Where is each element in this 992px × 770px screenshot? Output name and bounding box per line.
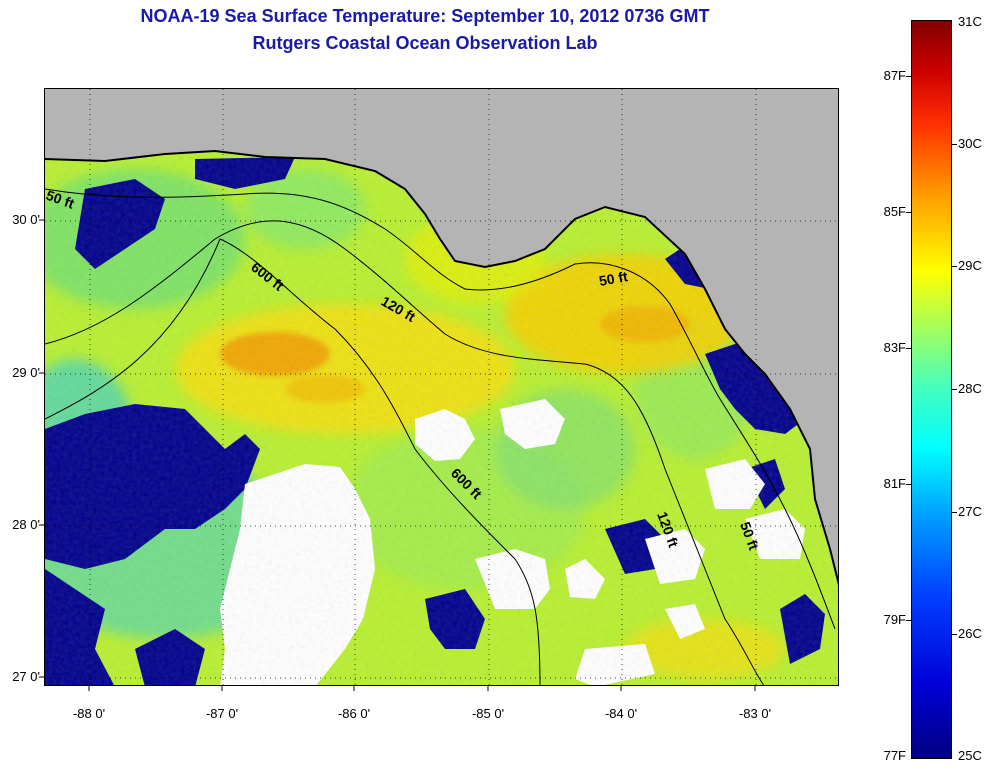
colorbar-tick [906, 212, 911, 213]
contour-600ft [45, 238, 541, 685]
colorbar-fahrenheit-label: 87F [883, 68, 906, 83]
colorbar-tick [952, 266, 957, 267]
chart-subtitle: Rutgers Coastal Ocean Observation Lab [252, 33, 598, 53]
colorbar-celsius-label: 26C [958, 626, 982, 641]
colorbar-tick [906, 484, 911, 485]
colorbar-celsius-label: 27C [958, 504, 982, 519]
colorbar-tick [906, 620, 911, 621]
colorbar-celsius-label: 25C [958, 748, 982, 763]
colorbar-celsius-label: 29C [958, 258, 982, 273]
coastline [45, 149, 838, 586]
longitude-label: -86 0' [337, 706, 371, 721]
latitude-label: 28 0' [12, 517, 40, 532]
temperature-colorbar [911, 20, 952, 759]
latitude-label: 27 0' [12, 669, 40, 684]
colorbar-fahrenheit-label: 83F [883, 340, 906, 355]
colorbar-tick [906, 348, 911, 349]
colorbar-fahrenheit-label: 77F [883, 748, 906, 763]
sst-map: 50 ft 600 ft 120 ft 50 ft 600 ft 120 ft … [44, 88, 839, 686]
colorbar-fahrenheit-label: 81F [883, 476, 906, 491]
colorbar-celsius-label: 28C [958, 381, 982, 396]
colorbar-fahrenheit-label: 79F [883, 612, 906, 627]
longitude-label: -88 0' [72, 706, 106, 721]
colorbar-tick [952, 389, 957, 390]
chart-title: NOAA-19 Sea Surface Temperature: Septemb… [140, 6, 710, 26]
latitude-label: 29 0' [12, 365, 40, 380]
colorbar-celsius-label: 31C [958, 14, 982, 29]
colorbar-tick [952, 512, 957, 513]
longitude-label: -84 0' [604, 706, 638, 721]
longitude-label: -87 0' [205, 706, 239, 721]
longitude-label: -85 0' [471, 706, 505, 721]
colorbar-tick [952, 634, 957, 635]
contour-50ft [45, 188, 836, 630]
latitude-label: 30 0' [12, 212, 40, 227]
sst-map-svg: 50 ft 600 ft 120 ft 50 ft 600 ft 120 ft … [45, 89, 838, 685]
colorbar-tick [952, 144, 957, 145]
colorbar-tick [906, 76, 911, 77]
contour-120ft [45, 220, 765, 685]
colorbar-fahrenheit-label: 85F [883, 204, 906, 219]
contour-label: 50 ft [598, 268, 629, 289]
isobath-contours [45, 188, 836, 685]
colorbar-celsius-label: 30C [958, 136, 982, 151]
longitude-label: -83 0' [738, 706, 772, 721]
